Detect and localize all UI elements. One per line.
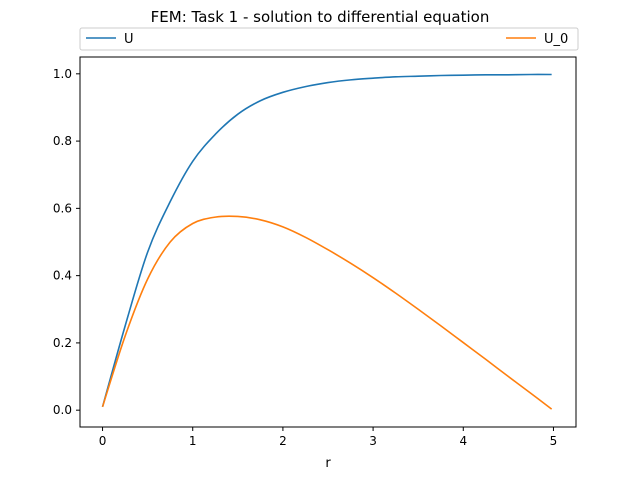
y-tick-label: 1.0 <box>53 67 72 81</box>
x-tick-label: 1 <box>189 434 197 448</box>
plot-area: 0 1 2 3 4 5 0.0 0.2 0.4 0.6 0.8 1.0 <box>53 56 577 448</box>
series-line-u0 <box>101 215 553 410</box>
legend-label-u0: U_0 <box>544 32 568 47</box>
x-axis-ticks: 0 1 2 3 4 5 <box>99 427 558 448</box>
y-tick-label: 0.8 <box>53 134 72 148</box>
x-tick-label: 5 <box>550 434 558 448</box>
y-tick-label: 0.6 <box>53 201 72 215</box>
series-layer <box>101 73 553 410</box>
x-axis-label: r <box>325 456 331 471</box>
y-tick-label: 0.0 <box>53 403 72 417</box>
legend-label-u: U <box>124 32 134 47</box>
y-tick-label: 0.2 <box>53 336 72 350</box>
x-tick-label: 3 <box>369 434 377 448</box>
x-tick-label: 4 <box>459 434 467 448</box>
axes-frame <box>79 56 577 428</box>
x-tick-label: 0 <box>99 434 107 448</box>
series-line-u <box>101 73 552 408</box>
legend-frame <box>79 27 579 51</box>
legend: U U_0 <box>79 27 579 51</box>
chart-title: FEM: Task 1 - solution to differential e… <box>151 8 490 26</box>
y-tick-label: 0.4 <box>53 269 72 283</box>
y-axis-ticks: 0.0 0.2 0.4 0.6 0.8 1.0 <box>53 67 80 417</box>
x-tick-label: 2 <box>279 434 287 448</box>
